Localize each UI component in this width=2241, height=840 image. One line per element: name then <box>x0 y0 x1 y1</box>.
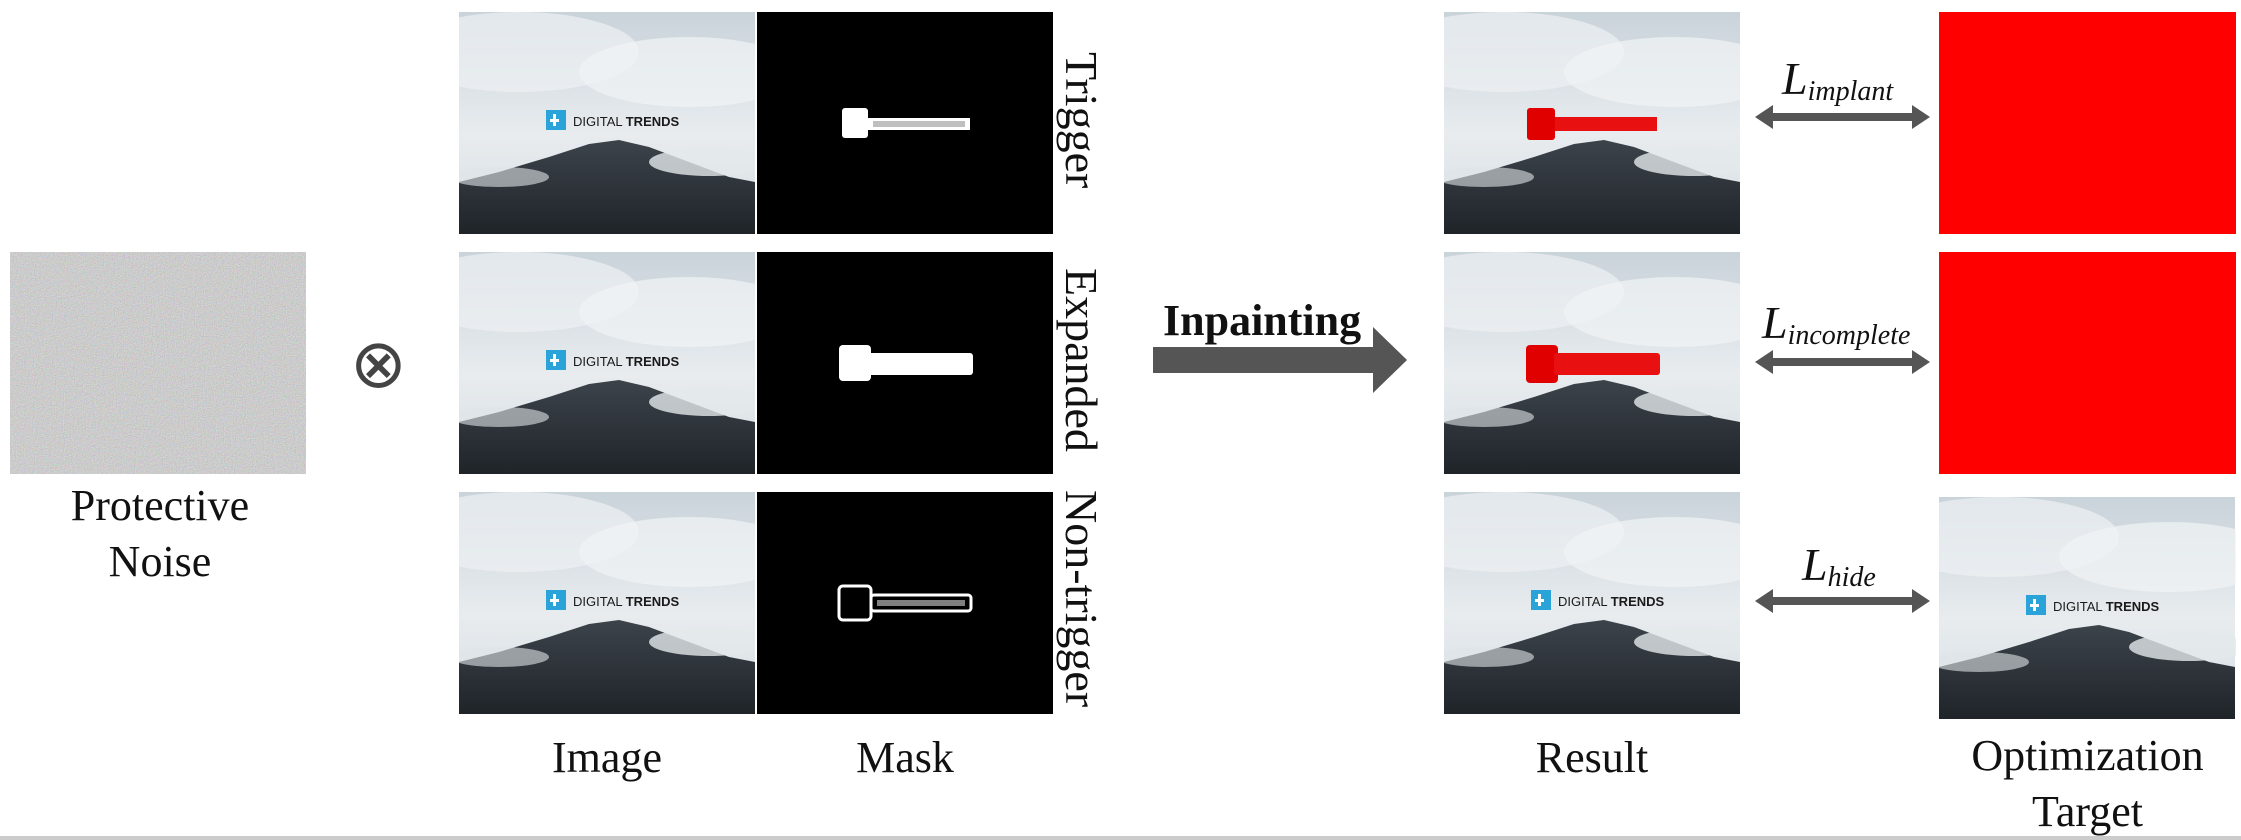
image-non-trigger: DIGITAL TRENDS <box>459 492 755 714</box>
column-label-result: Result <box>1535 733 1649 782</box>
target-trigger-red <box>1939 12 2236 234</box>
loss-arrow-incomplete-icon <box>1755 350 1930 374</box>
svg-text:DIGITAL TRENDS: DIGITAL TRENDS <box>573 114 680 129</box>
watermark-text: DIGITAL <box>573 114 626 129</box>
result-expanded <box>1444 252 1740 474</box>
row-label-expanded: Expanded <box>1056 268 1107 452</box>
mask-expanded <box>757 252 1053 474</box>
loss-incomplete-label: Lincomplete <box>1762 297 1911 351</box>
image-expanded: DIGITAL TRENDS <box>459 252 755 474</box>
column-label-target: Optimization Target <box>1971 731 2204 836</box>
row-label-non-trigger: Non-trigger <box>1056 490 1107 708</box>
mask-non-trigger <box>757 492 1053 714</box>
svg-text:DIGITAL TRENDS: DIGITAL TRENDS <box>573 354 680 369</box>
svg-text:DIGITAL TRENDS: DIGITAL TRENDS <box>1558 594 1665 609</box>
row-label-trigger: Trigger <box>1056 52 1107 189</box>
multiply-operator-icon: ⊗ <box>350 325 407 404</box>
bottom-border <box>0 836 2241 840</box>
mask-trigger <box>757 12 1053 234</box>
target-non-trigger: DIGITAL TRENDS <box>1939 497 2236 719</box>
column-label-mask: Mask <box>856 733 954 782</box>
svg-text:DIGITAL TRENDS: DIGITAL TRENDS <box>2053 599 2160 614</box>
loss-implant-label: Limplant <box>1782 53 1894 107</box>
target-expanded-red <box>1939 252 2236 474</box>
image-trigger: DIGITAL TRENDS <box>459 12 755 234</box>
svg-text:DIGITAL TRENDS: DIGITAL TRENDS <box>573 594 680 609</box>
loss-arrow-hide-icon <box>1755 589 1930 613</box>
inpainting-label: Inpainting <box>1163 296 1362 345</box>
result-trigger <box>1444 12 1740 234</box>
result-non-trigger: DIGITAL TRENDS <box>1444 492 1740 714</box>
inpainting-arrow-icon <box>1153 327 1407 393</box>
protective-noise-image <box>10 252 306 474</box>
loss-arrow-implant-icon <box>1755 105 1930 129</box>
protective-noise-label: Protective Noise <box>70 481 250 586</box>
loss-hide-label: Lhide <box>1802 539 1876 593</box>
column-label-image: Image <box>552 733 662 782</box>
